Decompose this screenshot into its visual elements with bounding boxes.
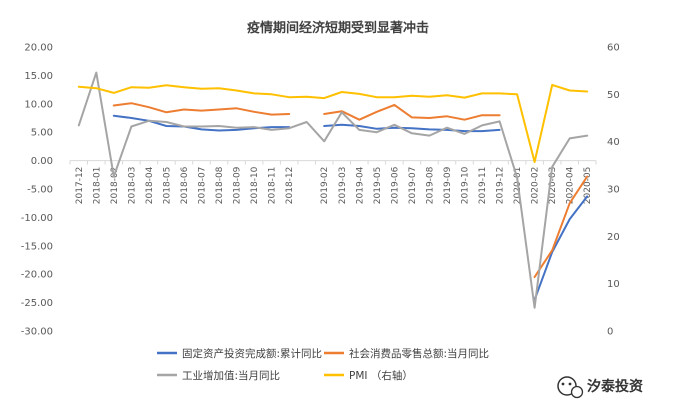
- x-tick-label: 2019-11: [478, 167, 488, 205]
- x-tick-label: 2018-07: [198, 167, 208, 205]
- series-layer: [77, 71, 589, 309]
- x-tick-label: 2018-11: [268, 167, 278, 205]
- x-tick-label: 2019-08: [425, 166, 435, 204]
- x-tick-label: 2019-09: [443, 166, 453, 204]
- x-tick-label: 2020-03: [548, 167, 558, 205]
- x-tick-label: 2019-03: [338, 167, 348, 205]
- y-left-tick-label: 15.00: [24, 71, 53, 82]
- y-left-tick-label: -5.00: [27, 185, 53, 196]
- y-left-tick-label: 10.00: [24, 99, 53, 110]
- x-tick-label: 2019-07: [408, 167, 418, 205]
- y-left-tick-label: -30.00: [21, 327, 53, 338]
- legend-label: 固定资产投资完成额:累计同比: [182, 347, 322, 360]
- series-line-3: [77, 71, 589, 309]
- x-tick-label: 2018-02: [110, 167, 120, 205]
- y-right-tick-label: 30: [607, 185, 620, 196]
- x-tick-label: 2020-05: [583, 167, 593, 205]
- y-right-tick-label: 10: [607, 279, 620, 290]
- y-left-tick-label: -10.00: [21, 213, 53, 224]
- y-right-tick-label: 40: [607, 137, 620, 148]
- chart-title: 疫情期间经济短期受到显著冲击: [247, 20, 429, 36]
- legend-label: 社会消费品零售总额:当月同比: [349, 347, 489, 360]
- x-tick-label: 2018-05: [162, 167, 172, 205]
- legend-label: 工业增加值:当月同比: [182, 369, 280, 382]
- axes-layer: 20.00 15.00 10.00 5.00 0.00 -5.00 -10.00 -15.00…: [21, 43, 620, 338]
- x-tick-label: 2020-02: [531, 167, 541, 205]
- y-left-tick-label: -20.00: [21, 270, 53, 281]
- y-left-tick-label: -25.00: [21, 298, 53, 309]
- series-line-2: [112, 102, 589, 278]
- x-tick-label: 2019-04: [355, 166, 365, 204]
- y-right-tick-label: 0: [607, 327, 613, 338]
- y-right-tick-label: 20: [607, 232, 620, 243]
- x-tick-label: 2018-06: [180, 166, 190, 204]
- x-tick-label: 2018-03: [127, 167, 137, 205]
- series-line-4: [77, 83, 589, 163]
- x-tick-label: 2018-09: [233, 166, 243, 204]
- legend-label: PMI （右轴）: [349, 369, 413, 382]
- y-left-tick-label: 0.00: [31, 156, 53, 167]
- x-tick-label: 2020-04: [566, 166, 576, 204]
- x-tick-label: 2019-10: [461, 166, 471, 204]
- x-tick-label: 2018-12: [285, 167, 295, 205]
- y-right-tick-label: 50: [607, 90, 620, 101]
- x-tick-label: 2018-01: [92, 167, 102, 205]
- x-tick-label: 2019-02: [320, 167, 330, 205]
- x-tick-label: 2019-06: [390, 166, 400, 204]
- y-left-tick-label: -15.00: [21, 241, 53, 252]
- watermark-text: 汐泰投资: [587, 378, 643, 395]
- series-line-1: [112, 114, 589, 301]
- y-left-tick-label: 20.00: [24, 43, 53, 54]
- wechat-icon: [557, 376, 584, 399]
- watermark: 汐泰投资: [557, 376, 643, 399]
- x-tick-label: 2018-04: [145, 166, 155, 204]
- y-right-tick-label: 60: [607, 43, 620, 54]
- x-tick-label: 2018-10: [250, 166, 260, 204]
- x-tick-label: 2017-12: [75, 167, 85, 205]
- x-tick-label: 2018-08: [215, 166, 225, 204]
- x-tick-label: 2019-12: [496, 167, 506, 205]
- y-left-tick-label: 5.00: [31, 128, 53, 139]
- x-tick-label: 2019-05: [373, 167, 383, 205]
